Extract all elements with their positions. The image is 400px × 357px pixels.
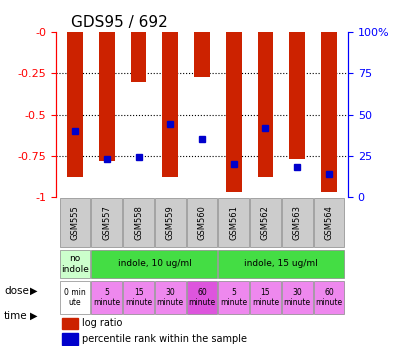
Text: GSM559: GSM559	[166, 205, 175, 240]
FancyBboxPatch shape	[218, 250, 344, 278]
FancyBboxPatch shape	[91, 250, 217, 278]
FancyBboxPatch shape	[155, 281, 186, 313]
FancyBboxPatch shape	[314, 198, 344, 247]
Text: 15
minute: 15 minute	[252, 288, 279, 307]
Text: 15
minute: 15 minute	[125, 288, 152, 307]
Text: GSM563: GSM563	[293, 205, 302, 240]
Text: time: time	[4, 311, 28, 321]
Text: 5
minute: 5 minute	[93, 288, 120, 307]
Text: no
indole: no indole	[61, 254, 89, 273]
Text: GSM561: GSM561	[229, 205, 238, 240]
FancyBboxPatch shape	[314, 281, 344, 313]
Text: 30
minute: 30 minute	[157, 288, 184, 307]
Bar	[67, 32, 83, 177]
FancyBboxPatch shape	[250, 281, 281, 313]
FancyBboxPatch shape	[218, 198, 249, 247]
Bar	[162, 32, 178, 177]
Text: GSM558: GSM558	[134, 205, 143, 240]
FancyBboxPatch shape	[218, 281, 249, 313]
Text: dose: dose	[4, 286, 29, 296]
FancyBboxPatch shape	[187, 281, 217, 313]
FancyBboxPatch shape	[187, 198, 217, 247]
Text: 5
minute: 5 minute	[220, 288, 247, 307]
FancyBboxPatch shape	[60, 250, 90, 278]
Bar	[99, 32, 115, 161]
Text: 30
minute: 30 minute	[284, 288, 311, 307]
FancyBboxPatch shape	[282, 281, 313, 313]
Text: GSM562: GSM562	[261, 205, 270, 240]
Text: GDS95 / 692: GDS95 / 692	[71, 15, 167, 30]
Bar	[130, 32, 146, 81]
Text: percentile rank within the sample: percentile rank within the sample	[82, 334, 247, 344]
Text: indole, 15 ug/ml: indole, 15 ug/ml	[244, 260, 318, 268]
FancyBboxPatch shape	[60, 198, 90, 247]
Bar	[321, 32, 337, 192]
Text: 60
minute: 60 minute	[188, 288, 216, 307]
Text: ▶: ▶	[30, 286, 38, 296]
FancyBboxPatch shape	[155, 198, 186, 247]
Text: GSM555: GSM555	[70, 205, 80, 240]
FancyBboxPatch shape	[91, 281, 122, 313]
Text: GSM557: GSM557	[102, 205, 111, 240]
FancyBboxPatch shape	[91, 198, 122, 247]
Text: GSM564: GSM564	[324, 205, 334, 240]
FancyBboxPatch shape	[123, 198, 154, 247]
Text: log ratio: log ratio	[82, 318, 123, 328]
FancyBboxPatch shape	[282, 198, 313, 247]
Bar	[194, 32, 210, 77]
Text: 0 min
ute: 0 min ute	[64, 288, 86, 307]
Text: GSM560: GSM560	[198, 205, 206, 240]
Bar	[258, 32, 274, 177]
FancyBboxPatch shape	[123, 281, 154, 313]
Bar	[289, 32, 305, 159]
Text: 60
minute: 60 minute	[315, 288, 342, 307]
Bar	[226, 32, 242, 192]
FancyBboxPatch shape	[250, 198, 281, 247]
FancyBboxPatch shape	[60, 281, 90, 313]
Text: ▶: ▶	[30, 311, 38, 321]
Bar	[62, 333, 78, 345]
Text: indole, 10 ug/ml: indole, 10 ug/ml	[118, 260, 191, 268]
Bar	[62, 318, 78, 329]
